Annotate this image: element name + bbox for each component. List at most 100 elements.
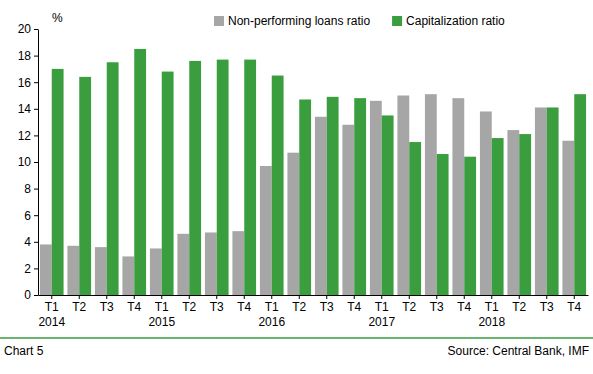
y-tick-label: 10 xyxy=(18,155,32,169)
y-tick: 8 xyxy=(24,182,38,196)
bar xyxy=(189,61,201,295)
y-tick: 0 xyxy=(24,288,38,302)
bar xyxy=(409,142,421,295)
bar xyxy=(574,94,586,295)
bar xyxy=(40,244,52,295)
y-tick-label: 14 xyxy=(18,102,32,116)
x-tick-label: T2 xyxy=(512,300,526,314)
x-tick-mark xyxy=(464,295,465,299)
bar xyxy=(177,234,189,295)
x-tick: T4 xyxy=(237,295,251,314)
bar xyxy=(327,97,339,295)
bar xyxy=(480,111,492,295)
x-tick-mark xyxy=(216,295,217,299)
bar xyxy=(122,256,134,295)
bar xyxy=(244,60,256,295)
bar xyxy=(370,101,382,295)
x-tick: T4 xyxy=(127,295,141,314)
y-tick-mark xyxy=(34,109,38,110)
bar xyxy=(287,153,299,295)
bar xyxy=(519,134,531,295)
bar xyxy=(547,107,559,295)
y-tick-label: 12 xyxy=(18,129,32,143)
x-tick-label: T3 xyxy=(320,300,334,314)
legend-swatch xyxy=(392,16,402,26)
legend-item: Capitalization ratio xyxy=(392,14,505,28)
y-tick-mark xyxy=(34,56,38,57)
y-tick-label: 6 xyxy=(24,209,31,223)
bar xyxy=(79,77,91,295)
x-tick-mark xyxy=(299,295,300,299)
y-tick: 12 xyxy=(18,129,38,143)
bar xyxy=(272,76,284,295)
y-tick-label: 20 xyxy=(18,22,32,36)
x-tick: T3 xyxy=(540,295,554,314)
bar xyxy=(535,107,547,295)
x-tick-mark xyxy=(51,295,52,299)
y-axis-title: % xyxy=(52,11,63,25)
x-axis: T12014T2T3T4T12015T2T3T4T12016T2T3T4T120… xyxy=(38,295,588,329)
bar xyxy=(464,157,476,295)
x-tick: T3 xyxy=(210,295,224,314)
y-tick: 10 xyxy=(18,155,38,169)
x-tick: T4 xyxy=(347,295,361,314)
axis-line xyxy=(38,30,39,296)
bar xyxy=(382,115,394,295)
x-tick-mark xyxy=(574,295,575,299)
y-tick: 20 xyxy=(18,22,38,36)
x-tick-label: T3 xyxy=(430,300,444,314)
x-tick: T12018 xyxy=(478,295,505,329)
x-tick: T2 xyxy=(182,295,196,314)
x-tick-label: T12018 xyxy=(478,300,505,329)
x-tick-mark xyxy=(519,295,520,299)
bar xyxy=(205,232,217,295)
x-tick-mark xyxy=(409,295,410,299)
x-tick-mark xyxy=(189,295,190,299)
caption: Chart 5 xyxy=(4,344,44,358)
bar-series xyxy=(40,94,574,295)
x-tick-mark xyxy=(271,295,272,299)
y-tick: 2 xyxy=(24,262,38,276)
bar xyxy=(492,138,504,295)
source: Source: Central Bank, IMF xyxy=(448,344,589,358)
y-tick-label: 18 xyxy=(18,49,32,63)
legend-swatch xyxy=(214,16,224,26)
chart: 02468101214161820T12014T2T3T4T12015T2T3T… xyxy=(0,0,593,374)
bar xyxy=(134,49,146,295)
bar xyxy=(217,60,229,295)
y-tick-label: 4 xyxy=(24,235,31,249)
x-tick-mark xyxy=(491,295,492,299)
y-tick-mark xyxy=(34,135,38,136)
x-tick-mark xyxy=(134,295,135,299)
x-tick: T3 xyxy=(320,295,334,314)
x-tick-label: T3 xyxy=(100,300,114,314)
y-axis: 02468101214161820 xyxy=(18,22,39,302)
bar-series xyxy=(52,49,586,295)
x-tick-mark xyxy=(436,295,437,299)
bar xyxy=(562,141,574,295)
legend-item: Non-performing loans ratio xyxy=(214,14,370,28)
y-tick-mark xyxy=(34,268,38,269)
x-tick: T2 xyxy=(512,295,526,314)
bar xyxy=(232,231,244,295)
bar xyxy=(299,99,311,295)
x-tick-label: T2 xyxy=(182,300,196,314)
x-tick-label: T3 xyxy=(540,300,554,314)
bar xyxy=(397,96,409,296)
x-tick-label: T2 xyxy=(402,300,416,314)
x-tick-label: T12017 xyxy=(368,300,395,329)
y-tick-label: 2 xyxy=(24,262,31,276)
x-tick-label: T3 xyxy=(210,300,224,314)
x-tick: T12016 xyxy=(258,295,285,329)
y-tick-mark xyxy=(34,162,38,163)
axis-line xyxy=(39,295,589,296)
bar xyxy=(260,166,272,295)
x-tick-mark xyxy=(161,295,162,299)
x-tick: T2 xyxy=(402,295,416,314)
x-tick-mark xyxy=(381,295,382,299)
x-tick-label: T12015 xyxy=(148,300,175,329)
x-tick-label: T4 xyxy=(567,300,581,314)
y-tick: 14 xyxy=(18,102,38,116)
y-tick-mark xyxy=(34,242,38,243)
x-tick-label: T4 xyxy=(347,300,361,314)
